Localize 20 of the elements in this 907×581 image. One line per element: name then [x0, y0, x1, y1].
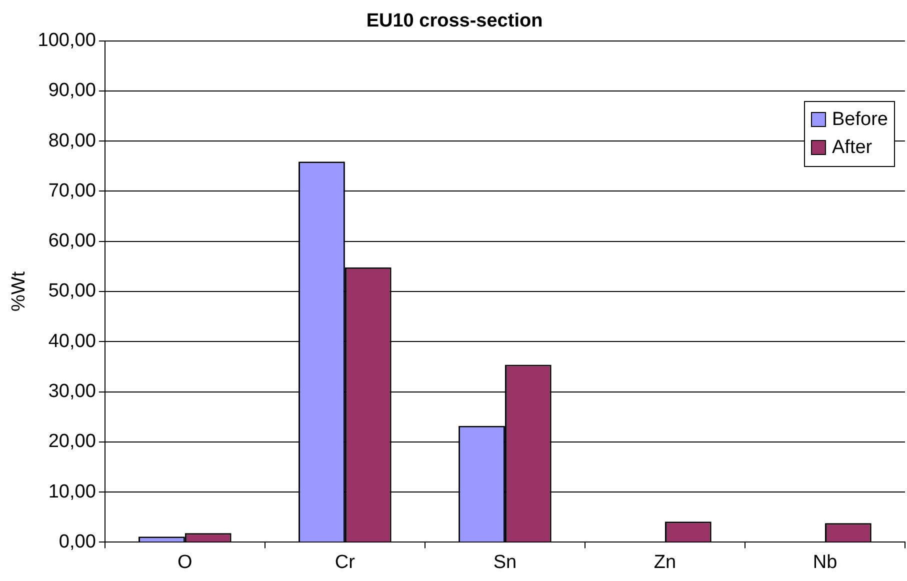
y-tick-label: 10,00 — [48, 481, 96, 502]
legend-label: Before — [832, 108, 888, 131]
y-tick-label: 30,00 — [48, 381, 96, 402]
y-tick-label: 90,00 — [48, 80, 96, 102]
x-tick-label: O — [178, 552, 192, 573]
x-tick-label: Nb — [812, 552, 838, 573]
y-axis-title: %Wt — [8, 270, 30, 312]
y-tick-label: 50,00 — [48, 280, 96, 302]
y-tick-label: 80,00 — [48, 130, 96, 152]
y-tick-label: 40,00 — [48, 330, 96, 352]
chart-title: EU10 cross-section — [366, 10, 543, 32]
y-tick-label: 20,00 — [48, 431, 96, 452]
x-tick-label: Sn — [493, 552, 517, 573]
y-tick-label: 70,00 — [48, 180, 96, 202]
x-tick-label: Cr — [334, 552, 356, 573]
x-tick-label: Zn — [654, 552, 676, 573]
y-tick-label: 0,00 — [58, 531, 96, 552]
legend-label: After — [832, 136, 872, 159]
y-tick-label: 60,00 — [48, 230, 96, 252]
y-tick-label: 100,00 — [38, 30, 96, 52]
